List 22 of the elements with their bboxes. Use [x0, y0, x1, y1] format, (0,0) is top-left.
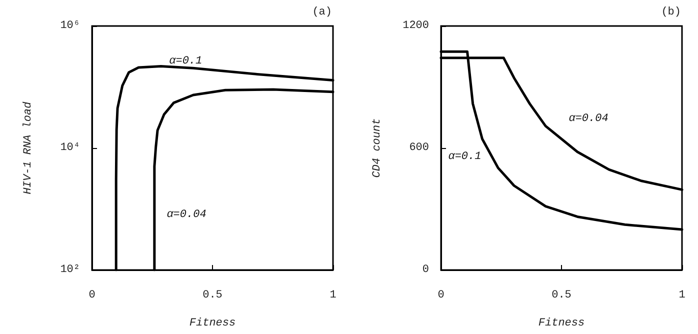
series-label: α=0.1 — [169, 55, 202, 68]
series-label: α=0.1 — [448, 151, 482, 164]
x-tick-label: 1 — [330, 290, 337, 302]
y-axis-title: CD4 count — [372, 118, 384, 178]
chart-title: (b) — [661, 6, 682, 18]
series-label: α=0.04 — [568, 113, 608, 126]
y-tick-label: 0 — [422, 264, 429, 276]
y-tick-label: 10⁴ — [60, 142, 80, 154]
y-tick-label: 600 — [409, 142, 429, 154]
y-tick-label: 1200 — [402, 20, 429, 32]
x-tick-label: 0 — [438, 290, 444, 302]
chart-title: (a) — [312, 6, 332, 18]
x-tick-label: 1 — [678, 290, 686, 302]
x-tick-label: 0.5 — [202, 290, 222, 302]
y-axis-title: HIV-1 RNA load — [22, 101, 34, 194]
x-tick-label: 0 — [88, 290, 96, 302]
y-tick-label: 10⁶ — [60, 20, 80, 32]
series-label: α=0.04 — [166, 209, 206, 221]
x-axis-title: Fitness — [189, 318, 236, 330]
y-tick-label: 10² — [60, 264, 80, 276]
x-axis-title: Fitness — [538, 318, 585, 330]
x-tick-label: 0.5 — [552, 290, 572, 302]
